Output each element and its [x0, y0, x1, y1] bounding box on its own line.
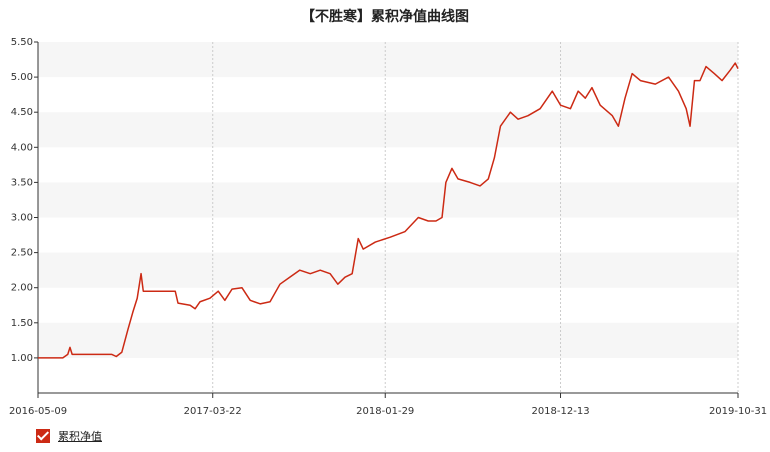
y-tick-label: 4.50: [11, 107, 33, 118]
series-line: [38, 62, 739, 359]
chart-title: 【不胜寒】累积净值曲线图: [301, 8, 469, 25]
y-tick-label: 5.50: [11, 37, 33, 48]
legend[interactable]: 累积净值: [36, 428, 102, 444]
y-tick-label: 3.00: [11, 213, 33, 224]
y-tick-label: 5.00: [11, 72, 33, 83]
x-tick-label: 2019-10-31: [709, 406, 767, 417]
x-tick-label: 2018-01-29: [356, 406, 414, 417]
legend-label[interactable]: 累积净值: [58, 430, 102, 443]
y-tick-label: 2.50: [11, 248, 33, 259]
x-tick-label: 2017-03-22: [184, 406, 242, 417]
grid-band: [38, 42, 738, 78]
grid-band: [38, 112, 738, 148]
y-tick-label: 1.00: [11, 353, 33, 364]
grid-band: [38, 182, 738, 218]
x-tick-label: 2018-12-13: [531, 406, 589, 417]
grid-band: [38, 322, 738, 358]
x-tick-label: 2016-05-09: [9, 406, 67, 417]
y-tick-label: 3.50: [11, 177, 33, 188]
y-tick-label: 1.50: [11, 318, 33, 329]
y-tick-label: 4.00: [11, 142, 33, 153]
grid-band: [38, 252, 738, 288]
y-tick-label: 2.00: [11, 283, 33, 294]
legend-checkbox[interactable]: [36, 429, 50, 443]
